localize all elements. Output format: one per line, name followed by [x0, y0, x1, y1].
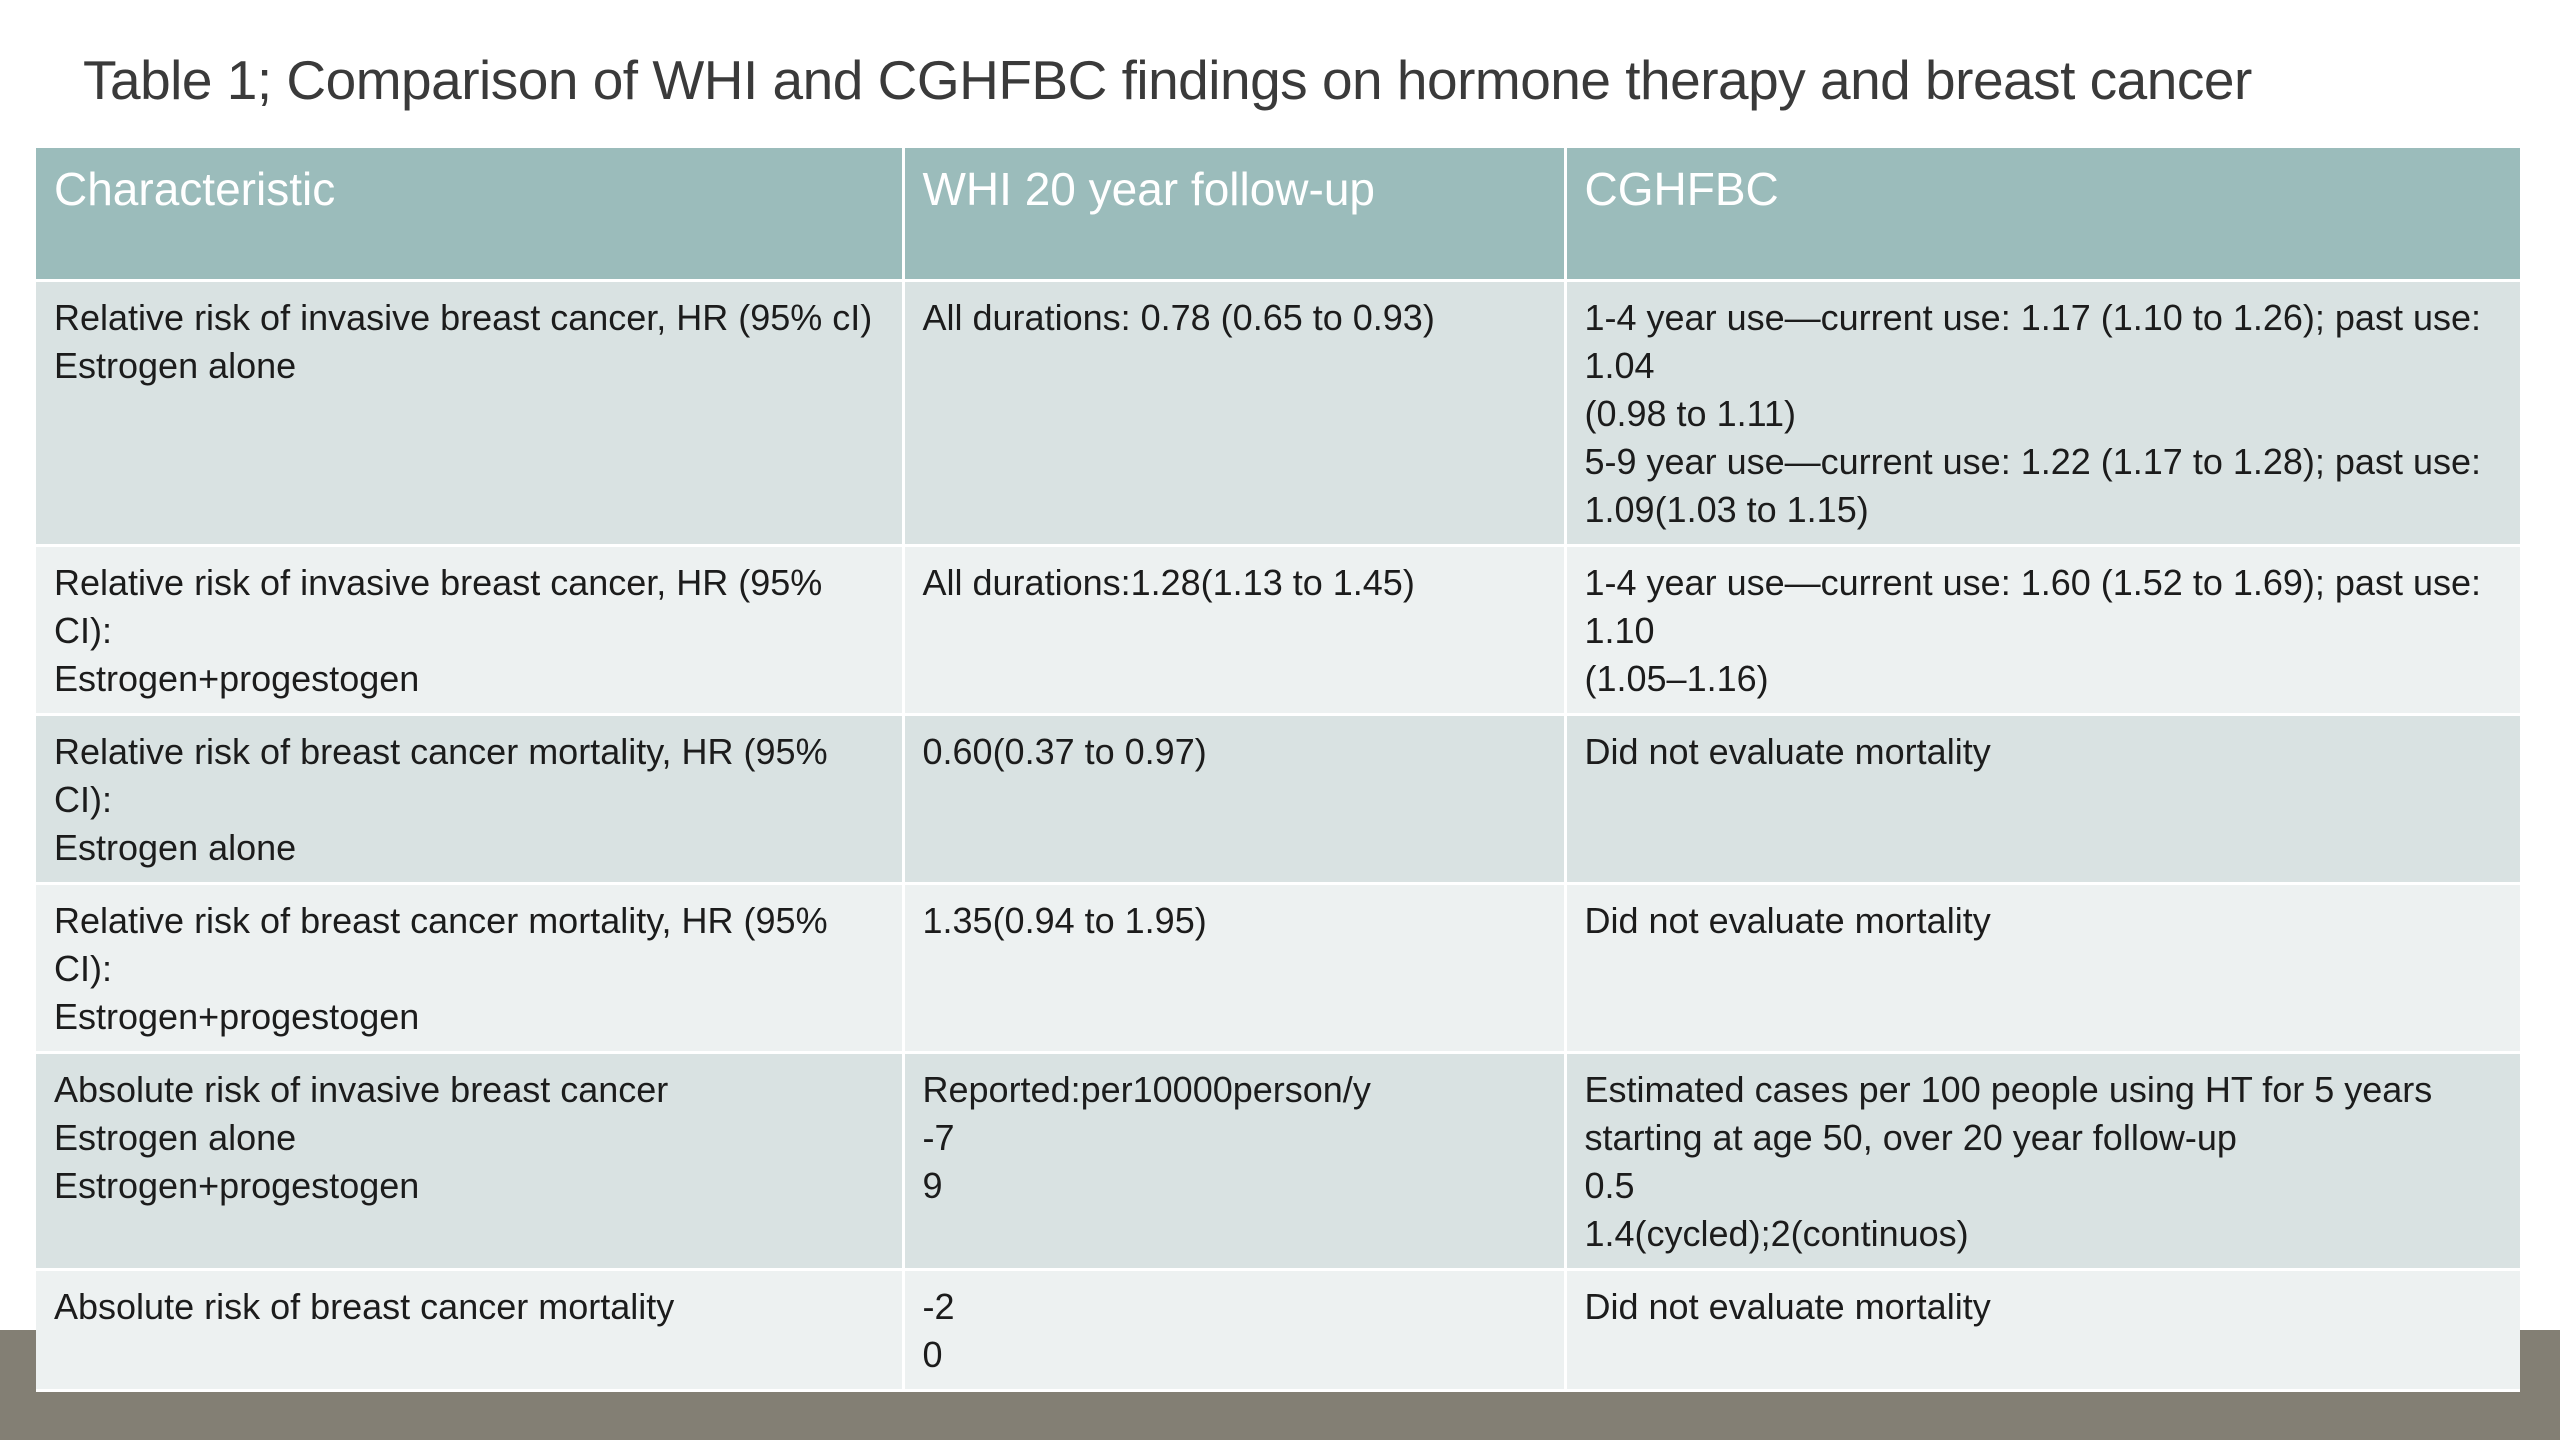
comparison-table-container: Characteristic WHI 20 year follow-up CGH… [36, 148, 2520, 1392]
table-row: Absolute risk of invasive breast cancer … [36, 1052, 2520, 1271]
table-header-row: Characteristic WHI 20 year follow-up CGH… [36, 148, 2520, 282]
cell-whi: All durations: 0.78 (0.65 to 0.93) [903, 280, 1567, 547]
cell-whi: 0.60(0.37 to 0.97) [903, 714, 1567, 885]
cell-whi: -2 0 [903, 1269, 1567, 1392]
cell-whi: Reported:per10000person/y -7 9 [903, 1052, 1567, 1271]
header-whi: WHI 20 year follow-up [903, 148, 1567, 282]
cell-whi: All durations:1.28(1.13 to 1.45) [903, 545, 1567, 716]
cell-cghfbc: Did not evaluate mortality [1565, 714, 2520, 885]
slide-title: Table 1; Comparison of WHI and CGHFBC fi… [83, 49, 2252, 111]
cell-cghfbc: Did not evaluate mortality [1565, 883, 2520, 1054]
cell-cghfbc: 1-4 year use—current use: 1.17 (1.10 to … [1565, 280, 2520, 547]
cell-characteristic: Relative risk of breast cancer mortality… [36, 714, 905, 885]
cell-characteristic: Absolute risk of invasive breast cancer … [36, 1052, 905, 1271]
table-row: Relative risk of invasive breast cancer,… [36, 280, 2520, 547]
cell-cghfbc: 1-4 year use—current use: 1.60 (1.52 to … [1565, 545, 2520, 716]
cell-whi: 1.35(0.94 to 1.95) [903, 883, 1567, 1054]
table-row: Relative risk of breast cancer mortality… [36, 883, 2520, 1054]
table-row: Relative risk of breast cancer mortality… [36, 714, 2520, 885]
cell-cghfbc: Estimated cases per 100 people using HT … [1565, 1052, 2520, 1271]
cell-characteristic: Relative risk of invasive breast cancer,… [36, 545, 905, 716]
table-row: Relative risk of invasive breast cancer,… [36, 545, 2520, 716]
table-row: Absolute risk of breast cancer mortality… [36, 1269, 2520, 1392]
header-cghfbc: CGHFBC [1565, 148, 2520, 282]
cell-characteristic: Absolute risk of breast cancer mortality [36, 1269, 905, 1392]
comparison-table: Characteristic WHI 20 year follow-up CGH… [36, 148, 2520, 1392]
cell-cghfbc: Did not evaluate mortality [1565, 1269, 2520, 1392]
cell-characteristic: Relative risk of invasive breast cancer,… [36, 280, 905, 547]
header-characteristic: Characteristic [36, 148, 905, 282]
cell-characteristic: Relative risk of breast cancer mortality… [36, 883, 905, 1054]
